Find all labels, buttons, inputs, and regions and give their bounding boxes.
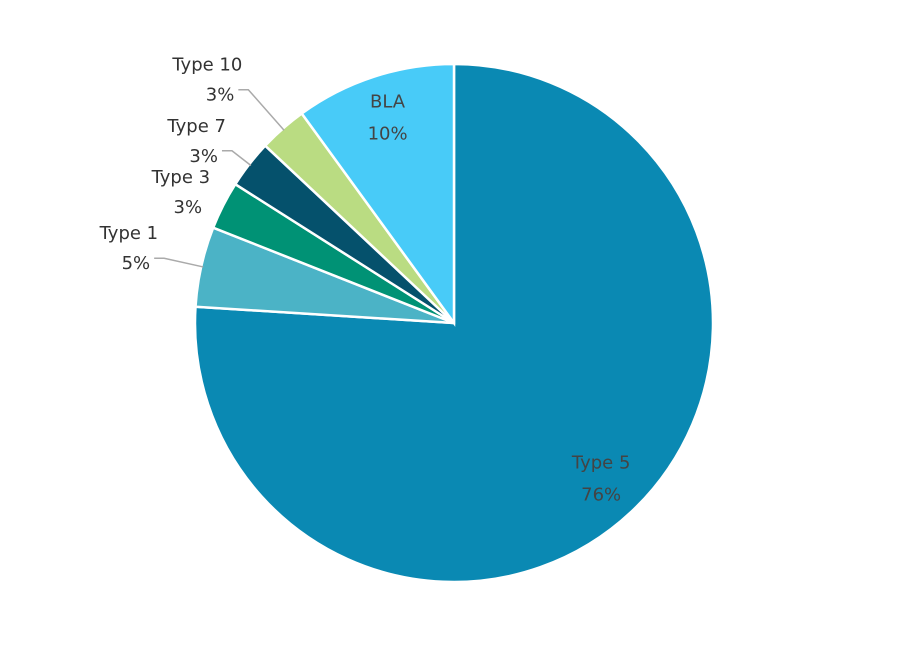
slice-label: Type 7 <box>166 116 226 137</box>
slice-value-label: 10% <box>368 124 408 145</box>
slice-label: Type 3 <box>151 167 211 188</box>
slice-label: Type 10 <box>171 55 242 76</box>
slice-value-label: 3% <box>206 85 235 106</box>
slice-label: Type 5 <box>571 453 631 474</box>
leader-line <box>238 88 285 131</box>
leader-line <box>154 257 204 268</box>
slice-label: BLA <box>370 92 406 113</box>
pie-slice <box>300 62 456 327</box>
pie-slice <box>193 62 715 584</box>
slice-value-label: 3% <box>174 197 203 218</box>
slice-value-label: 5% <box>122 253 151 274</box>
slice-value-label: 76% <box>581 485 621 506</box>
slice-value-label: 3% <box>189 146 218 167</box>
slice-label: Type 1 <box>99 223 159 244</box>
leader-line <box>221 150 252 167</box>
